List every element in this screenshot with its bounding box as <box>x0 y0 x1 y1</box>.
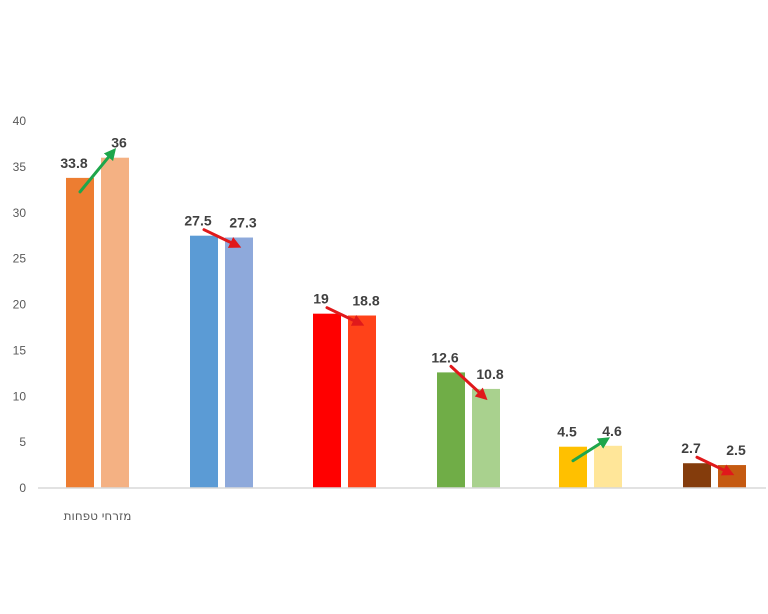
y-tick-label: 35 <box>13 160 27 174</box>
y-tick-label: 20 <box>13 298 27 312</box>
data-label: 33.8 <box>60 155 87 171</box>
bars-layer <box>66 157 746 488</box>
data-label: 4.5 <box>557 424 577 440</box>
y-tick-label: 15 <box>13 343 27 357</box>
y-tick-label: 10 <box>13 389 27 403</box>
bar <box>101 157 129 488</box>
y-tick-label: 0 <box>19 481 26 495</box>
y-tick-label: 25 <box>13 252 27 266</box>
category-label: מזרחי טפחות <box>64 509 132 523</box>
y-tick-label: 40 <box>13 114 27 128</box>
bar <box>437 372 465 488</box>
trend-down-arrow <box>325 306 365 326</box>
bar <box>190 235 218 488</box>
category-labels-layer: מזרחי טפחות <box>64 509 132 523</box>
y-tick-label: 5 <box>19 435 26 449</box>
trend-arrows-layer <box>78 147 735 476</box>
data-label: 18.8 <box>352 293 379 309</box>
data-label: 19 <box>313 291 329 307</box>
data-label: 27.3 <box>229 215 256 231</box>
data-label: 27.5 <box>184 213 211 229</box>
trend-down-arrow <box>449 364 488 401</box>
bar <box>66 177 94 488</box>
trend-down-arrow <box>202 228 242 248</box>
bar <box>225 237 253 488</box>
y-tick-label: 30 <box>13 206 27 220</box>
data-label: 4.6 <box>602 423 622 439</box>
bar <box>348 315 376 488</box>
data-label: 2.7 <box>681 440 701 456</box>
data-label: 10.8 <box>476 366 503 382</box>
y-axis: 0 5 10 15 20 25 30 35 40 <box>13 114 27 495</box>
data-label: 36 <box>111 135 127 151</box>
trend-up-arrow <box>78 147 117 194</box>
bar <box>472 388 500 488</box>
trend-up-arrow <box>571 437 611 463</box>
bar <box>313 313 341 488</box>
trend-down-arrow <box>695 455 735 476</box>
bar <box>594 445 622 488</box>
data-label: 2.5 <box>726 442 746 458</box>
data-label: 12.6 <box>431 349 458 365</box>
bar <box>683 463 711 488</box>
data-labels-layer: 33.8 36 27.5 27.3 19 18.8 12.6 10.8 4.5 4.6 2.7 2.5 <box>60 135 746 458</box>
